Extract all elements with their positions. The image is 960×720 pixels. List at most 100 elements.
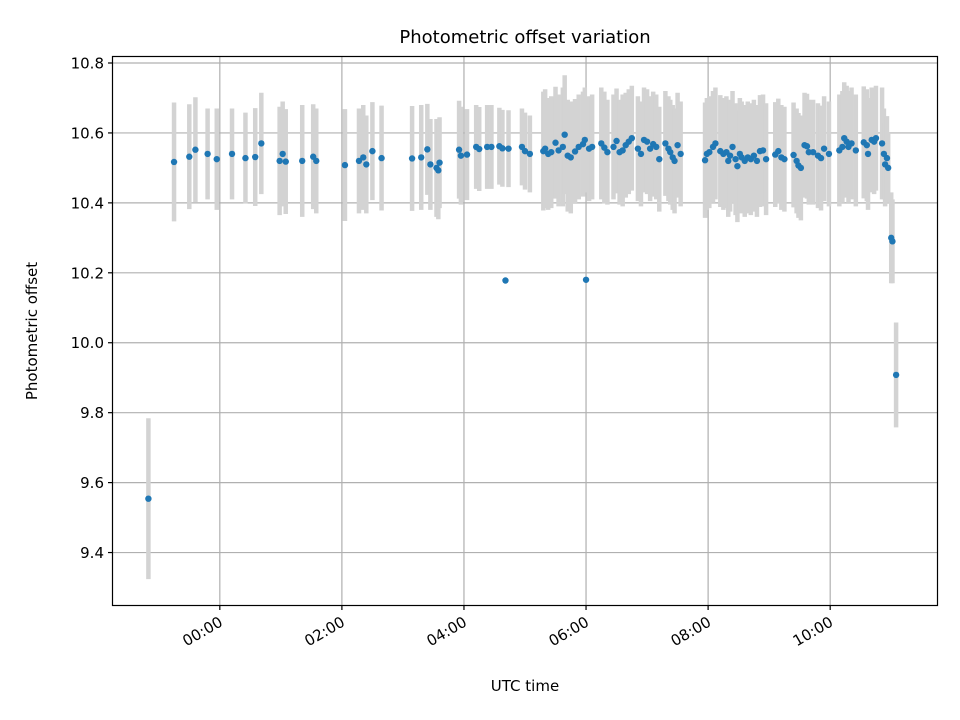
data-point (712, 140, 719, 147)
data-point (502, 277, 509, 284)
data-point (878, 140, 886, 147)
data-point (521, 147, 529, 155)
y-axis-title: Photometric offset (23, 262, 41, 400)
data-point (604, 148, 611, 156)
data-point (781, 155, 788, 163)
chart-title: Photometric offset variation (399, 27, 650, 48)
data-point (455, 146, 463, 153)
data-point (363, 161, 370, 168)
data-point (762, 155, 770, 163)
data-point (567, 154, 574, 161)
data-point (637, 150, 645, 158)
data-point (252, 153, 259, 161)
data-point (883, 154, 891, 162)
data-point (634, 145, 642, 152)
data-point (677, 150, 684, 158)
data-point (369, 147, 376, 155)
data-point (656, 155, 663, 163)
data-point (729, 143, 736, 151)
data-point (610, 143, 617, 151)
data-point (228, 150, 236, 158)
y-tick-label: 10.4 (71, 194, 104, 212)
data-point (628, 134, 636, 142)
data-point (279, 150, 286, 158)
data-point (282, 158, 289, 165)
data-point (581, 136, 589, 144)
data-point (848, 140, 855, 147)
data-point (892, 371, 900, 379)
data-point (601, 144, 608, 151)
data-point (313, 157, 320, 165)
data-point (872, 134, 880, 142)
y-tick-label: 9.8 (80, 404, 104, 422)
data-point (667, 148, 674, 156)
data-point (809, 148, 817, 156)
data-point (145, 495, 152, 502)
data-point (378, 154, 385, 162)
data-point (646, 145, 654, 152)
data-point (662, 140, 669, 147)
data-point (192, 146, 199, 153)
data-point (582, 276, 590, 283)
data-point (820, 145, 828, 152)
data-point (839, 143, 846, 151)
data-point (706, 148, 713, 156)
data-point (775, 147, 782, 155)
data-point (457, 152, 465, 159)
data-point (258, 140, 265, 147)
x-axis-title: UTC time (491, 677, 559, 695)
data-point (863, 141, 871, 149)
y-tick-label: 9.6 (80, 474, 104, 492)
data-point (750, 152, 758, 159)
data-point (436, 159, 443, 166)
data-point (726, 152, 734, 159)
data-point (817, 154, 825, 162)
data-point (555, 147, 562, 154)
data-point (571, 148, 579, 155)
data-point (204, 150, 211, 158)
data-point (797, 164, 805, 172)
data-point (476, 145, 483, 153)
data-point (424, 146, 431, 153)
y-tick-label: 10.6 (71, 124, 104, 142)
data-point (889, 238, 896, 245)
y-tick-label: 10.2 (71, 264, 104, 282)
data-point (186, 153, 193, 160)
data-point (561, 131, 568, 138)
data-point (505, 145, 512, 152)
data-point (701, 157, 709, 164)
data-point (360, 154, 367, 161)
data-point (242, 154, 249, 162)
data-point (299, 157, 306, 165)
data-point (643, 138, 651, 145)
data-point (790, 151, 797, 159)
data-point (825, 150, 833, 158)
data-point (488, 143, 495, 151)
data-point (341, 161, 349, 169)
data-point (725, 157, 732, 165)
data-point (803, 143, 811, 150)
data-point (427, 161, 434, 168)
plot-frame (111, 55, 939, 607)
data-point (619, 147, 626, 154)
data-point (418, 154, 425, 161)
data-point (732, 155, 739, 163)
data-point (435, 167, 442, 174)
data-point (276, 157, 283, 165)
data-points (145, 131, 900, 502)
data-point (552, 139, 559, 146)
grid-lines (113, 56, 937, 605)
data-point (613, 137, 620, 145)
data-point (541, 145, 549, 152)
data-point (559, 143, 567, 151)
data-point (759, 147, 767, 154)
data-point (588, 143, 596, 151)
data-point (884, 164, 892, 172)
data-point (864, 150, 872, 158)
data-point (548, 148, 555, 156)
data-point (463, 151, 471, 158)
data-point (674, 141, 681, 149)
data-point (499, 145, 506, 152)
data-point (653, 143, 660, 151)
